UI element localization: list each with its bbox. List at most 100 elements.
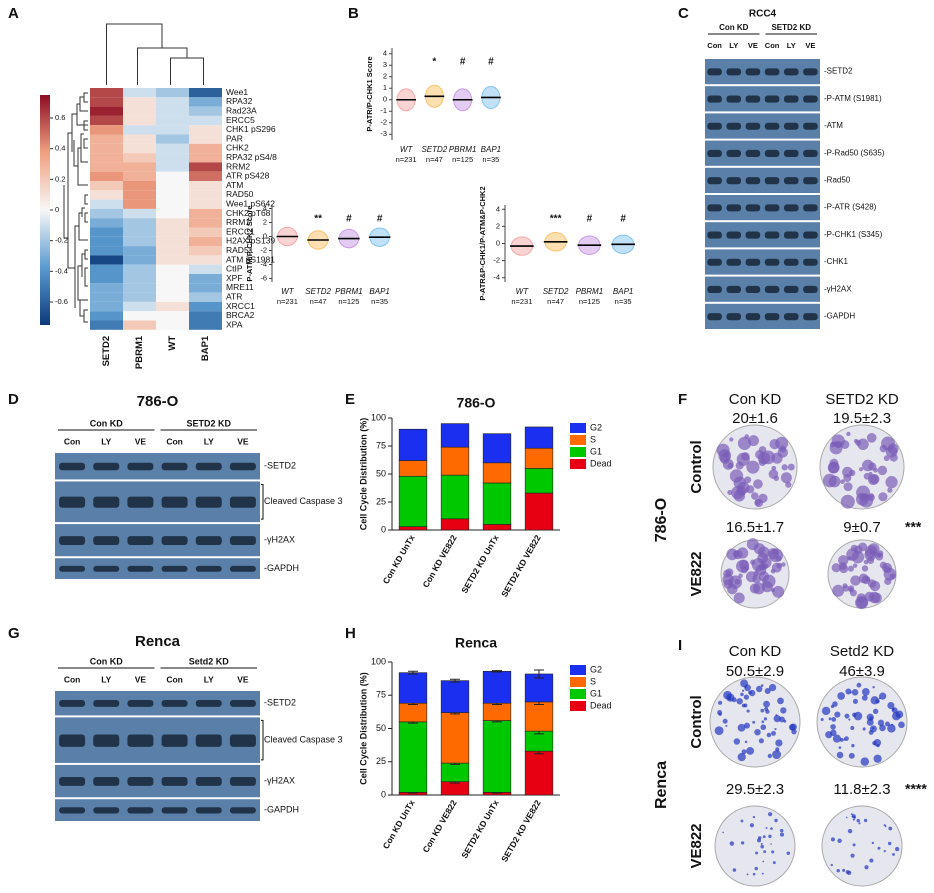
colony-spot (840, 494, 855, 509)
colony-spot (831, 717, 837, 722)
heatmap-cell (90, 301, 123, 312)
x-tick-label: SETD2 KD UnTx (459, 798, 501, 860)
heatmap-cell (90, 106, 123, 116)
blot-row-label: -Rad50 (824, 176, 851, 185)
colony-spot (760, 842, 763, 845)
colony-spot (887, 487, 893, 493)
n-label: n=231 (396, 155, 417, 164)
colony-spot (883, 455, 890, 462)
colony-spot (764, 687, 771, 695)
blot-strip (705, 59, 820, 85)
colony-spot (773, 715, 781, 723)
y-tick-label: 25 (376, 756, 386, 766)
y-tick-label: 1 (383, 83, 387, 92)
colony-spot (856, 593, 867, 603)
blot-band (161, 462, 188, 471)
blot-band (726, 313, 742, 321)
lane-label: VE (237, 436, 249, 446)
legend-label: S (590, 676, 596, 686)
heatmap-cell (90, 246, 123, 256)
category-label: BAP1 (481, 145, 501, 154)
group-label: Con KD (90, 656, 123, 666)
heatmap-cell (189, 162, 222, 172)
colony-spot (869, 474, 880, 485)
blot-row-label: -ATM (824, 121, 843, 130)
blot-band (764, 122, 780, 130)
bar-segment (398, 526, 428, 531)
bracket (261, 719, 264, 761)
blot-band (127, 536, 154, 545)
colony-spot (852, 698, 858, 704)
colony-spot (856, 818, 861, 823)
colony-spot (879, 444, 888, 453)
colony-spot (859, 493, 874, 508)
colony-spot (831, 563, 841, 573)
heatmap-cell (123, 134, 156, 144)
bar-segment (398, 460, 428, 477)
heatmap-cell (123, 125, 156, 135)
heatmap-cell (189, 153, 222, 163)
y-tick-label: -2 (260, 245, 267, 254)
colony-spot (744, 476, 752, 484)
colony-spot (828, 717, 832, 721)
colony-spot (771, 562, 782, 573)
colony-spot (879, 724, 886, 732)
blot-band (229, 565, 256, 572)
heatmap-cell (90, 320, 123, 330)
significance: # (587, 214, 593, 225)
column-header: Setd2 KD (830, 643, 894, 660)
panel-letter: C (678, 5, 689, 22)
row-label: RRM1 (226, 217, 250, 227)
legend-swatch (570, 423, 586, 433)
blot-strip (55, 717, 260, 763)
colony-spot (743, 694, 750, 700)
colony-spot (849, 469, 856, 477)
heatmap-cell (90, 162, 123, 172)
y-axis-label: Cell Cycle Distribution (%) (358, 418, 368, 531)
y-tick-label: 75 (376, 440, 386, 450)
heatmap-cell (123, 283, 156, 293)
colony-spot (862, 688, 870, 696)
heatmap-cell (156, 153, 189, 163)
blot-band (93, 776, 120, 786)
colony-spot (761, 450, 776, 465)
blot-band (764, 258, 780, 266)
colony-spot (851, 550, 865, 564)
y-tick-label: -1 (380, 106, 387, 115)
heatmap-cell (156, 227, 189, 237)
row-label: XPA (226, 319, 243, 329)
blot-band (229, 807, 256, 814)
heatmap-cell (189, 246, 222, 256)
colony-spot (872, 727, 875, 730)
blot-strip (55, 691, 260, 716)
significance: # (460, 57, 466, 68)
bar-segment (398, 475, 428, 527)
colony-spot (850, 575, 861, 586)
blot-band (764, 285, 780, 294)
plate (821, 805, 903, 887)
row-label: ATR pS428 (226, 171, 270, 181)
blot-band (93, 462, 120, 471)
y-tick-label: -2 (493, 256, 500, 265)
lane-label: Con (765, 41, 780, 50)
blot-band (59, 536, 86, 545)
category-label: SETD2 (421, 145, 447, 154)
bar-segment (524, 468, 554, 494)
colony-spot (845, 816, 848, 819)
blot-band (161, 807, 188, 814)
group-label: SETD2 KD (186, 418, 231, 428)
blot-band (745, 204, 761, 212)
colony-spot (736, 452, 750, 466)
blot-band (783, 313, 799, 321)
colony-spot (766, 732, 772, 738)
blot-band (59, 776, 86, 786)
heatmap-cell (90, 115, 123, 126)
heatmap-cell (90, 134, 123, 144)
legend-label: G2 (590, 664, 602, 674)
bar-segment (440, 781, 470, 796)
lane-label: Con (707, 41, 722, 50)
heatmap-cell (123, 218, 156, 228)
lane-label: VE (135, 674, 147, 684)
colony-spot (879, 692, 887, 700)
colony-spot (737, 752, 746, 762)
